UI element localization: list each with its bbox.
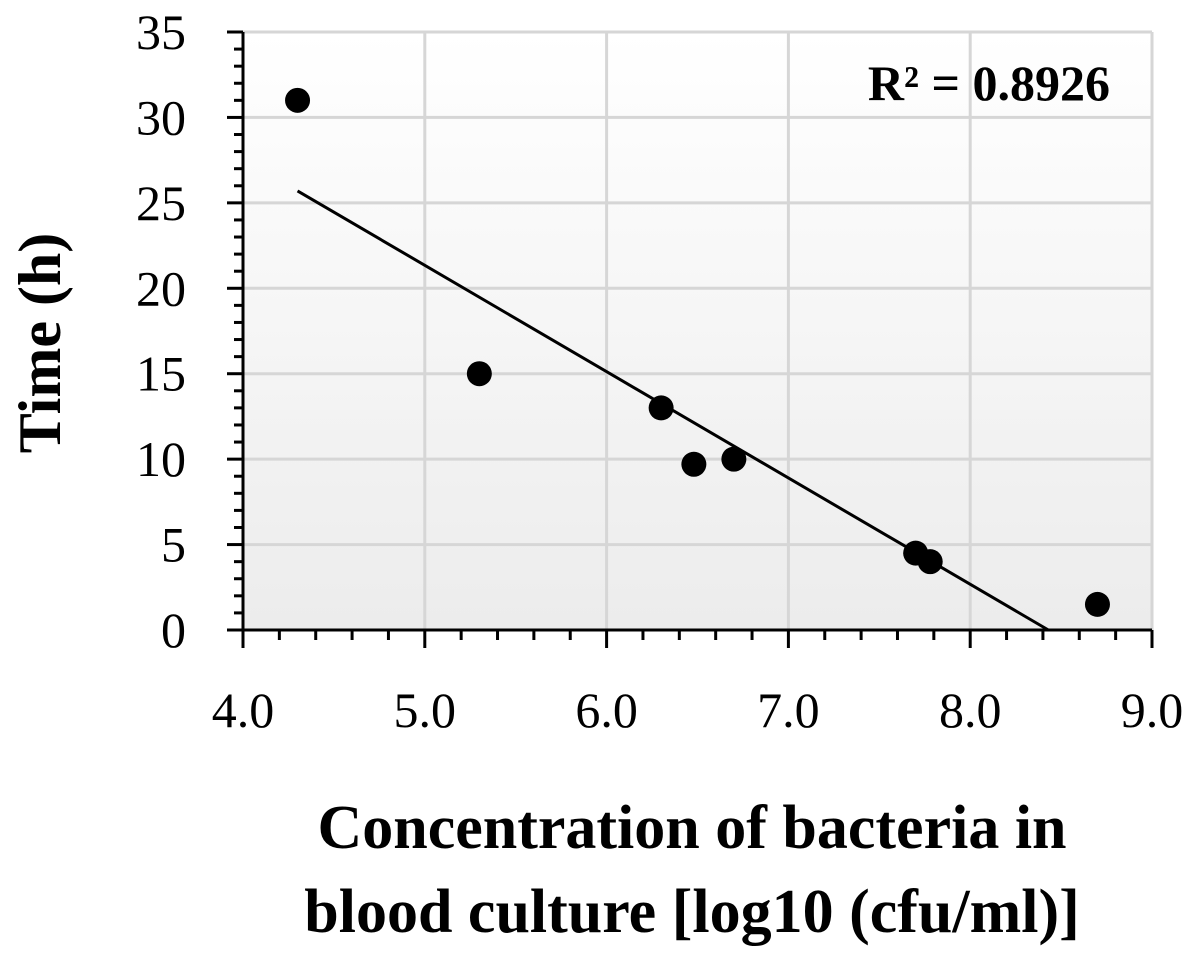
x-axis-title-line-2: blood culture [log10 (cfu/ml)] <box>304 878 1080 946</box>
axes <box>227 30 1154 648</box>
y-tick-label: 0 <box>161 602 186 658</box>
y-tick-label: 20 <box>136 260 186 316</box>
data-point <box>721 446 747 472</box>
data-point <box>285 87 311 113</box>
y-tick-label: 35 <box>136 4 186 60</box>
x-tick-label: 9.0 <box>1121 682 1184 738</box>
data-point <box>1084 591 1110 617</box>
y-tick-label: 25 <box>136 175 186 231</box>
y-tick-label: 15 <box>136 346 186 402</box>
data-points <box>285 87 1110 617</box>
data-point <box>681 451 707 477</box>
gridlines <box>243 30 1154 630</box>
y-tick-labels: 0 5 10 15 20 25 30 35 <box>136 4 186 658</box>
y-tick-label: 10 <box>136 431 186 487</box>
x-tick-label: 5.0 <box>394 682 457 738</box>
x-tick-label: 7.0 <box>757 682 820 738</box>
plot-area <box>243 32 1152 630</box>
x-tick-label: 4.0 <box>212 682 275 738</box>
x-axis-title-line-1: Concentration of bacteria in <box>317 794 1066 862</box>
y-axis-title: Time (h) <box>7 233 73 454</box>
data-point <box>917 549 943 575</box>
y-tick-label: 30 <box>136 89 186 145</box>
r-squared-annotation: R² = 0.8926 <box>868 55 1110 111</box>
x-tick-label: 8.0 <box>939 682 1002 738</box>
x-tick-labels: 4.0 5.0 6.0 7.0 8.0 9.0 <box>212 682 1184 738</box>
data-point <box>466 361 492 387</box>
y-tick-label: 5 <box>161 517 186 573</box>
x-tick-label: 6.0 <box>575 682 638 738</box>
data-point <box>648 395 674 421</box>
